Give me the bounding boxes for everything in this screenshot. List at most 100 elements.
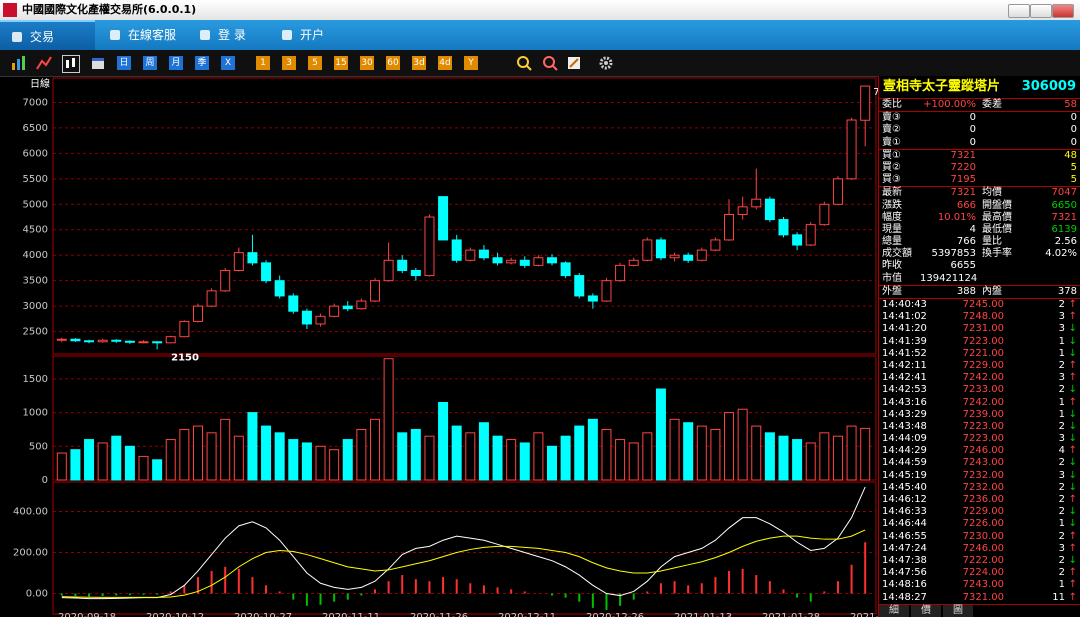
toolbar-button[interactable]: 1 [256, 56, 270, 70]
volume-bar [342, 439, 353, 481]
line-icon[interactable] [36, 55, 52, 71]
label: 買① [882, 149, 901, 161]
zoom-in-icon[interactable] [516, 55, 532, 71]
zoom-out-icon[interactable] [542, 55, 558, 71]
trade-row: 14:46:55 7230.00 2 ↑ [879, 531, 1080, 543]
trade-volume: 3 [1058, 372, 1065, 384]
toolbar-button[interactable]: 60 [386, 56, 400, 70]
trade-direction: ↑ [1068, 396, 1077, 408]
candle-icon[interactable] [62, 55, 80, 73]
tab-icon [110, 30, 120, 40]
toolbar-button[interactable]: Y [464, 56, 478, 70]
tab[interactable]: 在線客服 [98, 20, 213, 50]
price: 7220 [950, 161, 976, 173]
trade-direction: ↑ [1068, 372, 1077, 384]
trade-price: 7229.00 [962, 359, 1004, 371]
trade-direction: ↓ [1068, 335, 1077, 347]
candle-body [547, 257, 558, 264]
toolbar-button[interactable]: 3d [412, 56, 426, 70]
tab[interactable]: 交易 [0, 20, 95, 50]
trade-direction: ↓ [1068, 506, 1077, 518]
toolbar-button[interactable]: 季 [195, 56, 209, 70]
macd-panel-frame [52, 481, 877, 615]
volume-bar [642, 432, 653, 481]
label: 市值 [882, 272, 902, 284]
toolbar-button[interactable]: 5 [308, 56, 322, 70]
toolbar-button[interactable]: 周 [143, 56, 157, 70]
volume-bar [138, 455, 149, 481]
bottom-tab[interactable]: 價 [911, 604, 941, 617]
value: 388 [956, 285, 976, 297]
trade-direction: ↓ [1068, 347, 1077, 359]
candle-body [70, 338, 81, 342]
trade-time: 14:44:59 [882, 457, 927, 469]
candle-body [247, 252, 258, 264]
trade-direction: ↑ [1068, 445, 1077, 457]
trade-price: 7232.00 [962, 469, 1004, 481]
trade-volume: 1 [1058, 579, 1065, 591]
volume-bar [274, 432, 285, 481]
y-tick-label: 0.00 [26, 589, 48, 600]
volume: 5 [1070, 174, 1077, 186]
volume: 0 [1070, 112, 1077, 124]
volume-bar [179, 428, 190, 481]
volume-bar [506, 439, 517, 481]
trade-price: 7243.00 [962, 457, 1004, 469]
high-annotation: 7321 [873, 87, 878, 98]
trade-direction: ↓ [1068, 384, 1077, 396]
volume-bar [696, 425, 707, 481]
value: 666 [956, 199, 976, 211]
volume: 48 [1064, 149, 1077, 161]
toolbar-button[interactable]: X [221, 56, 235, 70]
tab[interactable]: 登 录 [188, 20, 296, 50]
volume-bar [724, 412, 735, 481]
candle-body [124, 340, 135, 343]
y-tick-label: 3500 [23, 276, 48, 287]
candle-body [274, 280, 285, 297]
toolbar-button[interactable]: 3 [282, 56, 296, 70]
toolbar-button[interactable]: 15 [334, 56, 348, 70]
volume-bar [519, 442, 530, 481]
trade-row: 14:41:52 7221.00 1 ↓ [879, 348, 1080, 360]
volume-bar [587, 418, 598, 481]
minimize-button[interactable] [1008, 4, 1030, 18]
tab-icon [12, 32, 22, 42]
settings-icon[interactable] [598, 55, 614, 71]
value: 7321 [1051, 211, 1077, 223]
maximize-button[interactable] [1030, 4, 1052, 18]
toolbar-button[interactable]: 30 [360, 56, 374, 70]
trade-time: 14:43:16 [882, 396, 927, 408]
draw-icon[interactable] [566, 55, 582, 71]
volume-bar [451, 425, 462, 481]
candle-body [615, 264, 626, 282]
trade-volume: 2 [1058, 384, 1065, 396]
volume-bar [478, 422, 489, 481]
candle-body [315, 315, 326, 325]
trade-row: 14:44:29 7246.00 4 ↑ [879, 445, 1080, 457]
low-annotation: 2150 [171, 352, 199, 363]
volume-bar [805, 442, 816, 481]
tab[interactable]: 开户 [270, 20, 370, 50]
toolbar-button[interactable]: 4d [438, 56, 452, 70]
price: 0 [969, 112, 976, 124]
toolbar-button[interactable]: 日 [117, 56, 131, 70]
trade-volume: 1 [1058, 408, 1065, 420]
bottom-tab[interactable]: 圖 [943, 604, 973, 617]
toolbar-button[interactable]: 月 [169, 56, 183, 70]
volume-bar [410, 428, 421, 481]
candle-body [179, 320, 190, 338]
trade-row: 14:45:40 7232.00 2 ↓ [879, 482, 1080, 494]
trade-direction: ↓ [1068, 408, 1077, 420]
bar-icon[interactable] [10, 55, 26, 71]
trade-volume: 2 [1058, 530, 1065, 542]
candle-body [751, 198, 762, 208]
bottom-tab[interactable]: 細 [879, 604, 909, 617]
trade-price: 7226.00 [962, 518, 1004, 530]
volume-bar [832, 435, 843, 481]
trade-time: 14:47:24 [882, 542, 927, 554]
calendar-icon[interactable] [90, 55, 106, 71]
candle-body [152, 341, 163, 344]
trade-time: 14:44:29 [882, 445, 927, 457]
trade-direction: ↓ [1068, 554, 1077, 566]
close-button[interactable] [1052, 4, 1074, 18]
